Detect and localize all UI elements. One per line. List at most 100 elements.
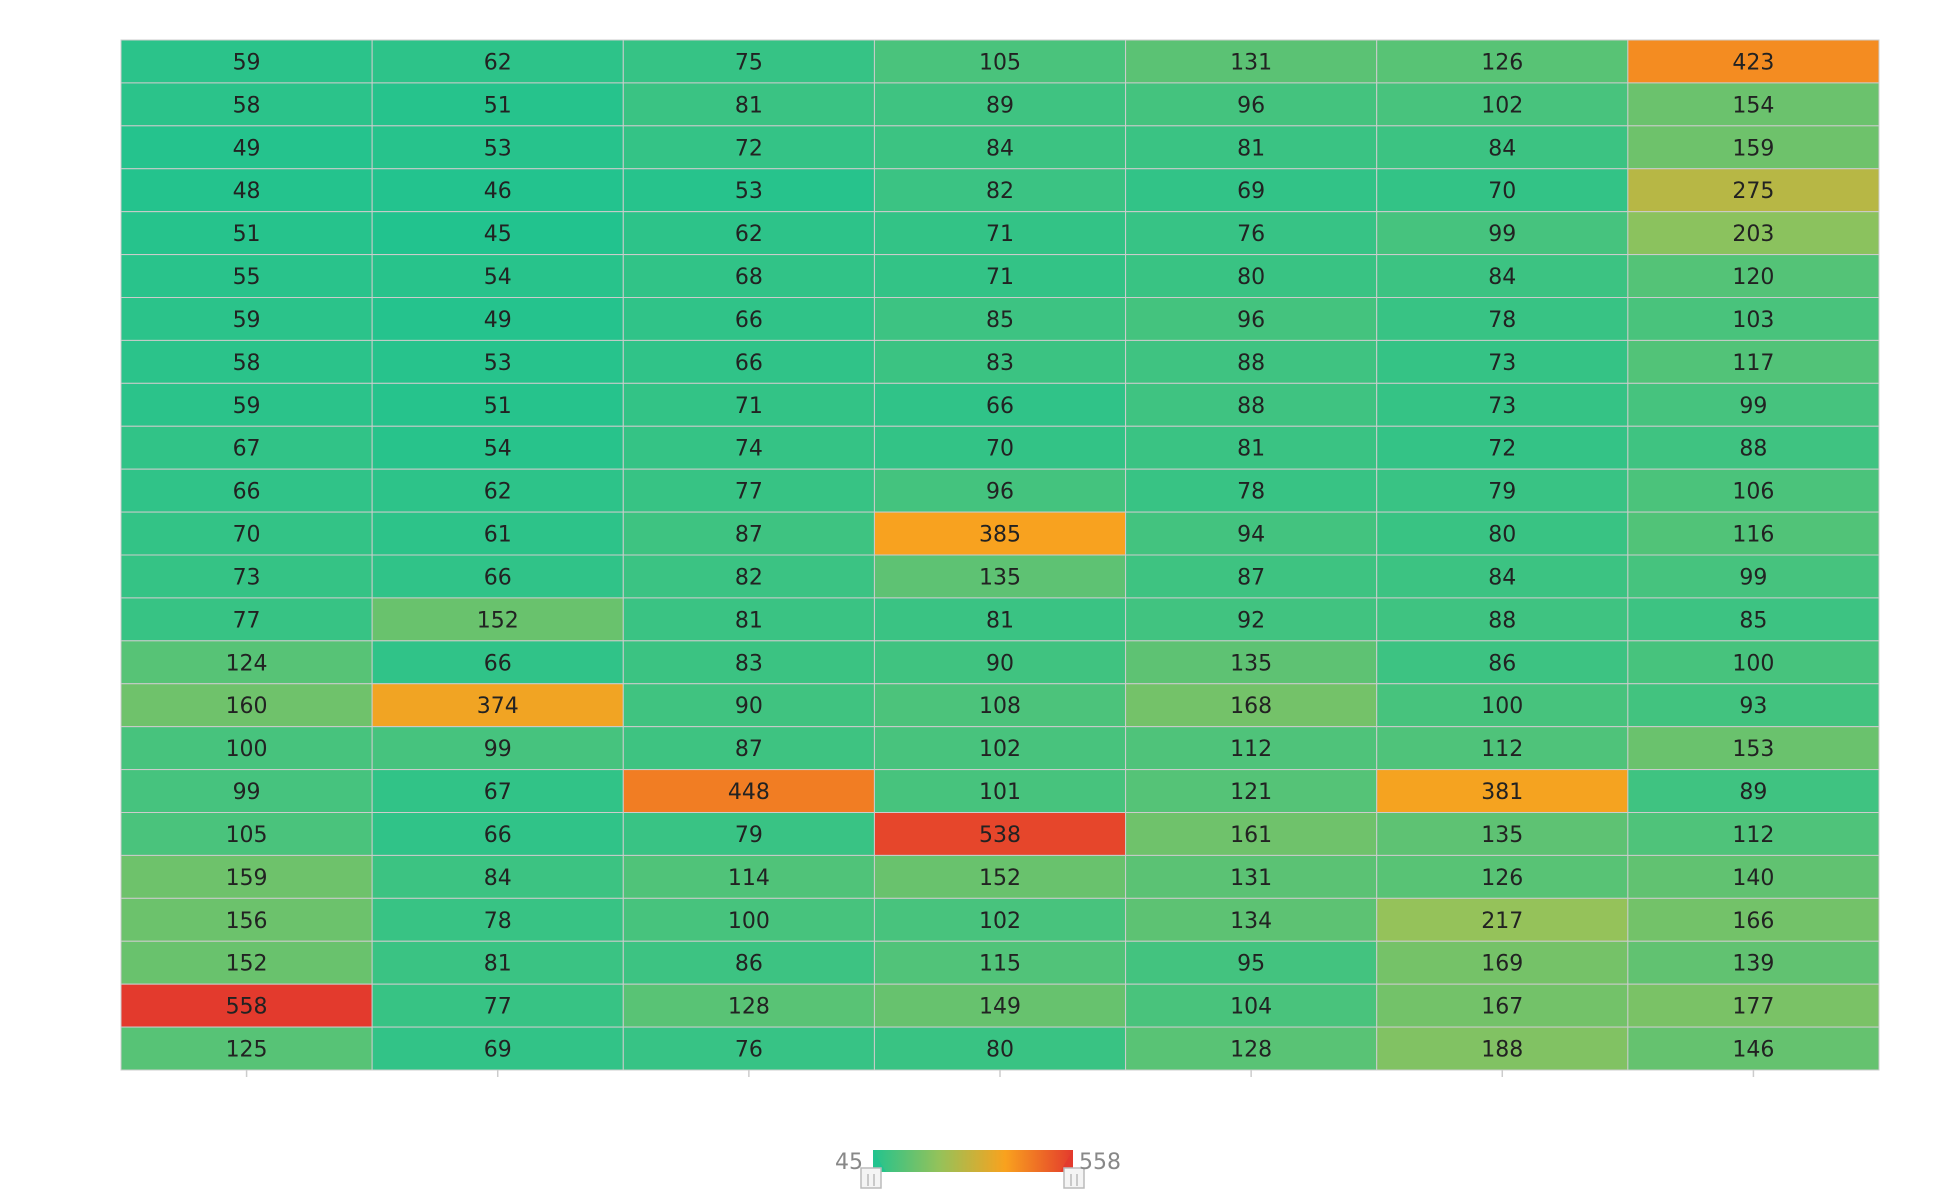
heatmap-cell[interactable] xyxy=(622,254,875,298)
heatmap-cell[interactable] xyxy=(120,339,373,384)
heatmap-cell[interactable] xyxy=(120,983,373,1028)
heatmap-cell[interactable] xyxy=(371,897,624,942)
heatmap-cell[interactable] xyxy=(873,297,1127,341)
heatmap-cell[interactable] xyxy=(622,983,875,1028)
heatmap-cell[interactable] xyxy=(1125,82,1378,127)
heatmap-cell[interactable] xyxy=(1627,940,1880,985)
heatmap-cell[interactable] xyxy=(1125,597,1378,642)
heatmap-cell[interactable] xyxy=(1627,511,1880,556)
heatmap-cell[interactable] xyxy=(1376,511,1629,556)
heatmap-cell[interactable] xyxy=(1125,425,1378,470)
heatmap-cell[interactable] xyxy=(1376,168,1629,213)
heatmap-cell[interactable] xyxy=(622,897,875,942)
heatmap-cell[interactable] xyxy=(371,168,624,213)
heatmap-cell[interactable] xyxy=(1627,297,1880,341)
heatmap-cell[interactable] xyxy=(1627,726,1880,771)
heatmap-cell[interactable] xyxy=(1125,769,1378,813)
heatmap-cell[interactable] xyxy=(1376,597,1629,642)
heatmap-cell[interactable] xyxy=(371,769,624,813)
heatmap-cell[interactable] xyxy=(120,297,373,341)
heatmap-cell[interactable] xyxy=(873,640,1127,685)
heatmap-cell[interactable] xyxy=(622,1026,875,1071)
heatmap-cell[interactable] xyxy=(1627,1026,1880,1071)
heatmap-cell[interactable] xyxy=(120,82,373,127)
heatmap-cell[interactable] xyxy=(120,940,373,985)
heatmap-cell[interactable] xyxy=(1627,425,1880,470)
heatmap-cell[interactable] xyxy=(1627,640,1880,685)
heatmap-cell[interactable] xyxy=(1125,854,1378,899)
heatmap-cell[interactable] xyxy=(1376,297,1629,341)
heatmap-cell[interactable] xyxy=(1125,897,1378,942)
heatmap-cell[interactable] xyxy=(622,125,875,170)
heatmap-cell[interactable] xyxy=(1627,468,1880,513)
heatmap-cell[interactable] xyxy=(873,468,1127,513)
heatmap-cell[interactable] xyxy=(873,339,1127,384)
heatmap-cell[interactable] xyxy=(873,39,1127,84)
heatmap-cell[interactable] xyxy=(1627,597,1880,642)
heatmap-cell[interactable] xyxy=(873,597,1127,642)
heatmap-cell[interactable] xyxy=(1376,125,1629,170)
heatmap-cell[interactable] xyxy=(622,468,875,513)
heatmap-cell[interactable] xyxy=(1376,683,1629,728)
heatmap-cell[interactable] xyxy=(873,511,1127,556)
heatmap-cell[interactable] xyxy=(371,983,624,1028)
heatmap-cell[interactable] xyxy=(1376,339,1629,384)
heatmap-cell[interactable] xyxy=(622,425,875,470)
heatmap-cell[interactable] xyxy=(1376,1026,1629,1071)
heatmap-cell[interactable] xyxy=(120,425,373,470)
heatmap-cell[interactable] xyxy=(622,554,875,599)
heatmap-cell[interactable] xyxy=(1376,812,1629,856)
heatmap-cell[interactable] xyxy=(622,769,875,813)
heatmap-cell[interactable] xyxy=(120,168,373,213)
heatmap-cell[interactable] xyxy=(1627,683,1880,728)
heatmap-cell[interactable] xyxy=(1125,640,1378,685)
heatmap-cell[interactable] xyxy=(873,425,1127,470)
heatmap-cell[interactable] xyxy=(1627,82,1880,127)
heatmap-cell[interactable] xyxy=(622,39,875,84)
heatmap-cell[interactable] xyxy=(1125,683,1378,728)
heatmap-cell[interactable] xyxy=(1376,39,1629,84)
legend-min-handle[interactable] xyxy=(860,1150,886,1189)
heatmap-cell[interactable] xyxy=(622,82,875,127)
heatmap-cell[interactable] xyxy=(1125,339,1378,384)
heatmap-cell[interactable] xyxy=(1627,554,1880,599)
heatmap-cell[interactable] xyxy=(1125,254,1378,298)
heatmap-cell[interactable] xyxy=(873,554,1127,599)
heatmap-cell[interactable] xyxy=(873,940,1127,985)
heatmap-cell[interactable] xyxy=(1627,125,1880,170)
heatmap-cell[interactable] xyxy=(1125,511,1378,556)
heatmap-cell[interactable] xyxy=(120,812,373,856)
heatmap-cell[interactable] xyxy=(1125,940,1378,985)
heatmap-cell[interactable] xyxy=(1376,425,1629,470)
heatmap-cell[interactable] xyxy=(120,640,373,685)
heatmap-cell[interactable] xyxy=(1376,897,1629,942)
heatmap-cell[interactable] xyxy=(371,683,624,728)
heatmap-cell[interactable] xyxy=(1627,854,1880,899)
heatmap-cell[interactable] xyxy=(120,511,373,556)
heatmap-cell[interactable] xyxy=(371,1026,624,1071)
heatmap-cell[interactable] xyxy=(120,211,373,256)
heatmap-cell[interactable] xyxy=(371,254,624,298)
heatmap-cell[interactable] xyxy=(120,769,373,813)
heatmap-cell[interactable] xyxy=(873,254,1127,298)
heatmap-cell[interactable] xyxy=(873,726,1127,771)
heatmap-cell[interactable] xyxy=(371,125,624,170)
heatmap-cell[interactable] xyxy=(622,940,875,985)
heatmap-cell[interactable] xyxy=(1376,854,1629,899)
heatmap-cell[interactable] xyxy=(1125,468,1378,513)
heatmap-cell[interactable] xyxy=(120,254,373,298)
heatmap-cell[interactable] xyxy=(371,940,624,985)
heatmap-cell[interactable] xyxy=(1627,339,1880,384)
heatmap-cell[interactable] xyxy=(1376,726,1629,771)
heatmap-cell[interactable] xyxy=(120,854,373,899)
heatmap-cell[interactable] xyxy=(1627,211,1880,256)
heatmap-cell[interactable] xyxy=(1125,1026,1378,1071)
heatmap-cell[interactable] xyxy=(120,39,373,84)
heatmap-cell[interactable] xyxy=(371,339,624,384)
heatmap-cell[interactable] xyxy=(622,812,875,856)
heatmap-cell[interactable] xyxy=(1627,769,1880,813)
heatmap-cell[interactable] xyxy=(1627,812,1880,856)
heatmap-cell[interactable] xyxy=(1125,125,1378,170)
heatmap-cell[interactable] xyxy=(1125,812,1378,856)
heatmap-cell[interactable] xyxy=(873,812,1127,856)
